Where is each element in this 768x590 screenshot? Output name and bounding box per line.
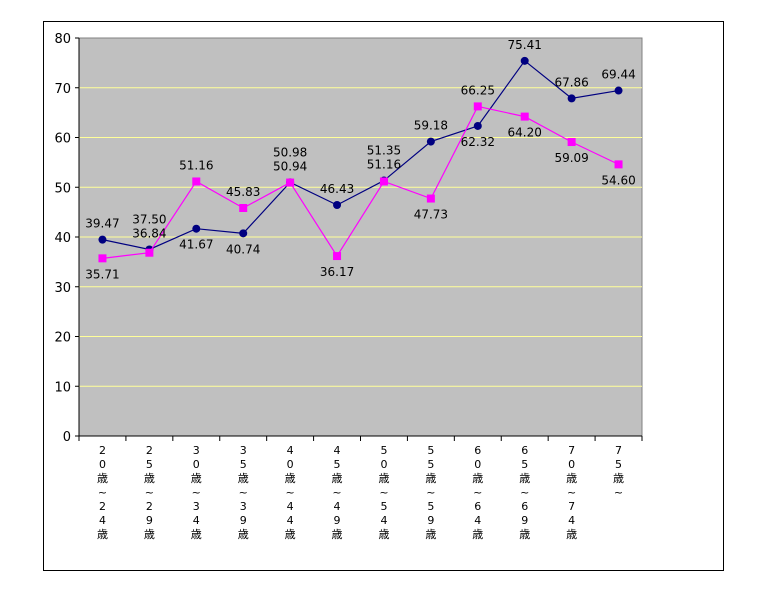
x-tick-label: 5 5 歳~ 5 9 歳 <box>425 444 436 541</box>
data-label-series-1: 46.43 <box>320 182 354 196</box>
x-tick-label: 6 0 歳~ 6 4 歳 <box>472 444 483 541</box>
data-label-series-1: 40.74 <box>226 242 260 256</box>
y-tick-label: 20 <box>54 331 71 346</box>
y-tick-label: 0 <box>63 430 71 445</box>
data-label-series-1: 75.41 <box>508 38 542 52</box>
data-point <box>239 229 248 238</box>
data-point <box>333 201 342 210</box>
data-point <box>333 252 342 261</box>
chart-frame: 0 10 20 30 40 50 60 70 80 2 0 歳~ 2 4 歳 2 5 歳~ 2 9 歳 3 0 歳~ 3 4 歳 3 5… <box>43 21 724 571</box>
data-label-series-1: 67.86 <box>554 75 588 89</box>
x-tick-label: 4 5 歳~ 4 9 歳 <box>332 444 343 541</box>
data-label-series-2: 36.17 <box>320 265 354 279</box>
y-tick-label: 30 <box>54 281 71 296</box>
data-point <box>98 235 107 244</box>
data-point <box>145 248 154 257</box>
data-label-series-2: 45.83 <box>226 185 260 199</box>
series-line-2 <box>102 105 619 259</box>
x-tick-label: 3 5 歳~ 3 9 歳 <box>238 444 249 541</box>
x-tick-label: 4 0 歳~ 4 4 歳 <box>285 444 296 541</box>
data-point <box>239 203 248 212</box>
data-label-series-2: 59.09 <box>554 151 588 165</box>
data-point <box>426 194 435 203</box>
data-label-series-2: 47.73 <box>414 208 448 222</box>
data-point <box>426 137 435 146</box>
y-tick-label: 40 <box>54 231 71 246</box>
data-point <box>473 121 482 130</box>
data-label-series-2: 51.16 <box>367 158 401 172</box>
data-point <box>520 56 529 65</box>
series-line-1 <box>102 59 619 251</box>
data-point <box>192 224 201 233</box>
data-label-series-1: 51.35 <box>367 144 401 158</box>
data-point <box>379 177 388 186</box>
data-label-series-2: 54.60 <box>601 173 635 187</box>
data-label-series-2: 51.16 <box>179 158 213 172</box>
data-point <box>98 254 107 263</box>
y-tick-label: 60 <box>54 132 71 147</box>
x-tick-label: 6 5 歳~ 6 9 歳 <box>519 444 530 541</box>
data-label-series-1: 37.50 <box>132 212 166 226</box>
data-label-series-2: 64.20 <box>508 126 542 140</box>
data-point <box>614 160 623 169</box>
data-point <box>192 177 201 186</box>
data-label-series-1: 39.47 <box>85 217 119 231</box>
data-label-series-1: 41.67 <box>179 238 213 252</box>
data-point <box>614 86 623 95</box>
x-tick-label: 2 0 歳~ 2 4 歳 <box>97 444 108 541</box>
y-tick-label: 70 <box>54 82 71 97</box>
data-label-series-2: 66.25 <box>461 83 495 97</box>
x-tick-label: 7 0 歳~ 7 4 歳 <box>566 444 577 541</box>
data-label-series-2: 35.71 <box>85 267 119 281</box>
data-label-series-1: 62.32 <box>461 135 495 149</box>
data-label-series-2: 50.94 <box>273 159 307 173</box>
data-point <box>567 138 576 147</box>
y-tick-label: 50 <box>54 181 71 196</box>
x-tick-label: 7 5 歳~ <box>613 444 624 499</box>
line-chart: 0 10 20 30 40 50 60 70 80 2 0 歳~ 2 4 歳 2 5 歳~ 2 9 歳 3 0 歳~ 3 4 歳 3 5… <box>54 32 643 541</box>
y-tick-label: 80 <box>54 32 71 47</box>
y-tick-label: 10 <box>54 380 71 395</box>
data-label-series-1: 50.98 <box>273 145 307 159</box>
data-point <box>286 178 295 187</box>
data-point <box>473 102 482 111</box>
data-point <box>567 94 576 103</box>
data-label-series-2: 36.84 <box>132 226 166 240</box>
data-point <box>520 112 529 121</box>
data-label-series-1: 69.44 <box>601 68 635 82</box>
x-tick-label: 5 0 歳~ 5 4 歳 <box>378 444 389 541</box>
data-label-series-1: 59.18 <box>414 119 448 133</box>
x-tick-label: 3 0 歳~ 3 4 歳 <box>191 444 202 541</box>
x-tick-label: 2 5 歳~ 2 9 歳 <box>144 444 155 541</box>
